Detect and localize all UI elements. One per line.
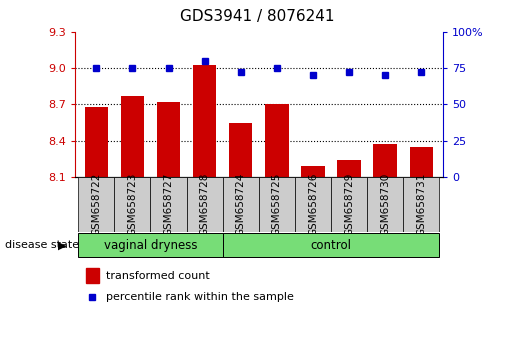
Bar <box>229 122 252 177</box>
Bar <box>259 177 295 232</box>
Text: GSM658725: GSM658725 <box>272 173 282 236</box>
Bar <box>150 177 186 232</box>
Text: GSM658729: GSM658729 <box>344 173 354 236</box>
Bar <box>186 177 222 232</box>
Bar <box>78 233 222 257</box>
Text: GSM658727: GSM658727 <box>164 173 174 236</box>
Text: control: control <box>311 239 352 252</box>
Bar <box>84 107 108 177</box>
Bar <box>114 177 150 232</box>
Bar <box>337 160 361 177</box>
Bar <box>222 233 439 257</box>
Bar <box>265 104 288 177</box>
Text: GSM658731: GSM658731 <box>416 173 426 236</box>
Bar <box>295 177 331 232</box>
Bar <box>121 96 144 177</box>
Bar <box>367 177 403 232</box>
Bar <box>193 64 216 177</box>
Bar <box>331 177 367 232</box>
Text: GSM658726: GSM658726 <box>308 173 318 236</box>
Bar <box>403 177 439 232</box>
Text: GSM658728: GSM658728 <box>200 173 210 236</box>
Text: GSM658724: GSM658724 <box>236 173 246 236</box>
Text: GSM658723: GSM658723 <box>127 173 138 236</box>
Text: ▶: ▶ <box>58 240 66 250</box>
Bar <box>409 147 433 177</box>
Bar <box>301 166 324 177</box>
Text: GSM658730: GSM658730 <box>380 173 390 236</box>
Bar <box>157 102 180 177</box>
Text: GSM658722: GSM658722 <box>91 173 101 236</box>
Text: disease state: disease state <box>5 240 79 250</box>
Text: vaginal dryness: vaginal dryness <box>104 239 197 252</box>
Bar <box>85 268 98 283</box>
Bar <box>222 177 259 232</box>
Text: percentile rank within the sample: percentile rank within the sample <box>106 292 294 302</box>
Text: transformed count: transformed count <box>106 270 210 281</box>
Bar <box>373 144 397 177</box>
Text: GDS3941 / 8076241: GDS3941 / 8076241 <box>180 9 335 24</box>
Bar <box>78 177 114 232</box>
